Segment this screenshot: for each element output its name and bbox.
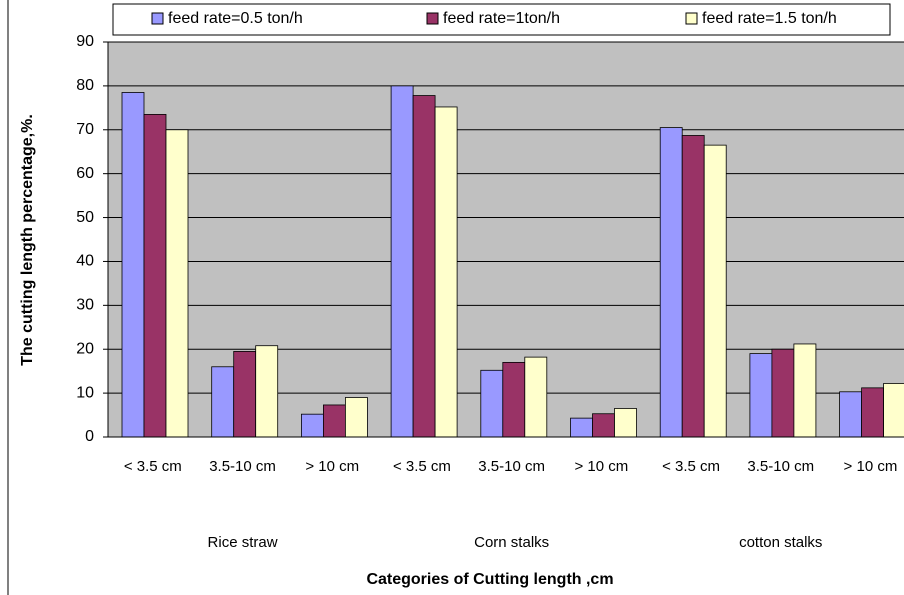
x-tick-label: < 3.5 cm [392, 458, 451, 475]
x-tick-label: > 10 cm [574, 458, 629, 475]
bar [434, 106, 458, 438]
bar [255, 345, 279, 438]
bar [839, 391, 862, 438]
y-tick-label: 20 [76, 340, 94, 357]
bar [502, 361, 526, 438]
y-tick-label: 60 [76, 165, 94, 182]
x-tick-label: 3.5-10 cm [478, 458, 545, 475]
group-label: Corn stalks [474, 534, 550, 551]
y-tick-label: 90 [76, 33, 94, 50]
y-tick-label: 50 [76, 209, 94, 226]
bar [703, 144, 727, 438]
y-tick-label: 70 [76, 121, 94, 138]
legend-label: feed rate=1ton/h [443, 10, 560, 27]
bar [681, 135, 705, 438]
bar [165, 129, 189, 438]
x-axis-label: Categories of Cutting length ,cm [366, 571, 613, 588]
y-tick-label: 10 [76, 384, 94, 401]
bar [592, 413, 615, 438]
bar [614, 408, 637, 438]
bar [524, 356, 548, 438]
y-tick-label: 30 [76, 297, 94, 314]
legend-label: feed rate=0.5 ton/h [168, 10, 303, 27]
bar [143, 114, 167, 438]
bar [322, 404, 346, 438]
bar [570, 417, 593, 438]
legend-swatch [151, 12, 164, 25]
bar [233, 351, 257, 438]
bar [749, 353, 773, 438]
bar [412, 95, 436, 438]
bar [211, 366, 235, 438]
bar [883, 383, 904, 438]
x-tick-label: < 3.5 cm [123, 458, 182, 475]
legend-swatch [426, 12, 439, 25]
bar [793, 343, 817, 438]
bar [771, 348, 795, 438]
legend-swatch [685, 12, 698, 25]
group-label: Rice straw [207, 534, 278, 551]
y-tick-label: 0 [85, 428, 94, 445]
bar [659, 127, 683, 438]
x-tick-label: 3.5-10 cm [209, 458, 276, 475]
bar [390, 85, 414, 438]
x-tick-label: > 10 cm [843, 458, 898, 475]
legend-label: feed rate=1.5 ton/h [702, 10, 837, 27]
y-tick-label: 80 [76, 77, 94, 94]
legend [112, 3, 891, 36]
bar [300, 413, 324, 438]
y-tick-label: 40 [76, 253, 94, 270]
x-tick-label: < 3.5 cm [662, 458, 721, 475]
x-tick-label: 3.5-10 cm [747, 458, 815, 475]
x-tick-label: > 10 cm [305, 458, 360, 475]
bar [480, 369, 504, 438]
group-label: cotton stalks [739, 534, 823, 551]
bar [861, 387, 884, 438]
y-axis-label: The cutting length percentage,%. [19, 114, 36, 366]
bar [344, 397, 368, 438]
bar [121, 92, 145, 438]
